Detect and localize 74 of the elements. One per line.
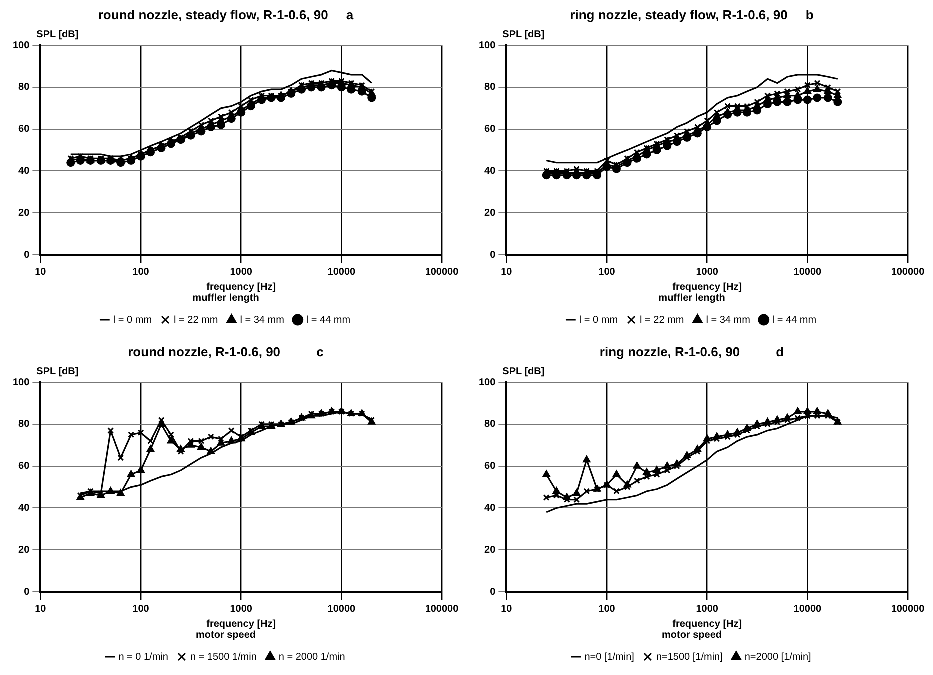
y-tick-label: 0 [490,586,496,598]
y-tick-label: 100 [478,40,496,52]
y-tick-label: 20 [18,544,30,556]
x-tick-label: 100 [598,604,616,615]
chart-title: round nozzle, steady flow, R-1-0.6, 90 a [98,7,354,22]
legend-label: l = 44 mm [306,314,351,326]
y-tick-label: 20 [484,208,496,219]
y-tick-label: 40 [18,166,30,177]
legend-label: l = 44 mm [772,314,817,326]
x-tick-label: 100000 [425,266,460,278]
x-tick-label: 1000 [696,266,719,278]
x-axis-title: frequency [Hz] [672,282,742,293]
x-tick-label: 100000 [891,604,926,615]
legend-title: motor speed [196,630,256,641]
legend-label: n = 0 1/min [118,652,168,663]
x-tick-label: 10 [501,266,513,278]
x-tick-label: 10000 [794,266,822,278]
x-tick-label: 10000 [328,604,356,615]
x-tick-label: 100 [132,604,150,615]
y-tick-label: 0 [24,586,30,598]
y-tick-label: 60 [484,461,496,472]
x-axis-title: frequency [Hz] [206,618,276,630]
legend-label: n = 2000 1/min [278,652,346,663]
x-tick-label: 100000 [891,266,926,278]
legend-label: l = 34 mm [240,314,284,326]
y-axis-title: SPL [dB] [36,29,79,40]
x-tick-label: 10 [501,604,513,615]
y-tick-label: 0 [24,250,30,261]
y-tick-label: 80 [18,82,30,94]
legend-label: l = 22 mm [174,314,218,326]
y-axis-title: SPL [dB] [502,29,545,40]
y-tick-label: 80 [18,419,30,430]
y-tick-label: 40 [484,502,496,514]
y-tick-label: 60 [484,124,496,136]
legend-label: n=0 [1/min] [584,652,635,663]
y-tick-label: 0 [490,250,496,261]
legend-label: l = 34 mm [706,314,750,326]
legend-title: muffler length [658,292,726,304]
legend-label: n = 1500 1/min [190,652,257,663]
legend-label: n=1500 [1/min] [656,652,724,663]
x-tick-label: 10 [35,266,47,278]
x-tick-label: 1000 [230,604,253,615]
x-tick-label: 10 [35,604,47,615]
chart-title: ring nozzle, steady flow, R-1-0.6, 90 b [570,7,814,22]
legend-label: l = 0 mm [579,314,618,326]
x-tick-label: 100 [598,266,616,278]
legend-label: l = 22 mm [640,314,684,326]
x-axis-title: frequency [Hz] [206,282,276,293]
y-tick-label: 80 [484,419,496,430]
y-tick-label: 100 [478,377,496,388]
x-tick-label: 1000 [696,604,719,615]
y-tick-label: 60 [18,124,30,136]
x-tick-label: 10000 [328,266,356,278]
y-tick-label: 60 [18,461,30,472]
x-tick-label: 100000 [425,604,460,615]
y-tick-label: 40 [18,502,30,514]
legend-label: l = 0 mm [113,314,152,326]
legend-label: n=2000 [1/min] [744,652,812,663]
y-tick-label: 20 [484,544,496,556]
y-tick-label: 80 [484,82,496,94]
y-tick-label: 100 [12,40,30,52]
x-tick-label: 10000 [794,604,822,615]
x-tick-label: 100 [132,266,150,278]
chart-title: round nozzle, R-1-0.6, 90 c [128,344,324,360]
chart-title: ring nozzle, R-1-0.6, 90 d [600,344,784,360]
x-tick-label: 1000 [230,266,253,278]
x-axis-title: frequency [Hz] [672,618,742,630]
y-tick-label: 20 [18,208,30,219]
legend-title: motor speed [662,630,722,641]
y-tick-label: 40 [484,166,496,177]
y-tick-label: 100 [12,377,30,388]
y-axis-title: SPL [dB] [36,366,79,378]
y-axis-title: SPL [dB] [502,366,545,378]
legend-title: muffler length [192,292,260,304]
